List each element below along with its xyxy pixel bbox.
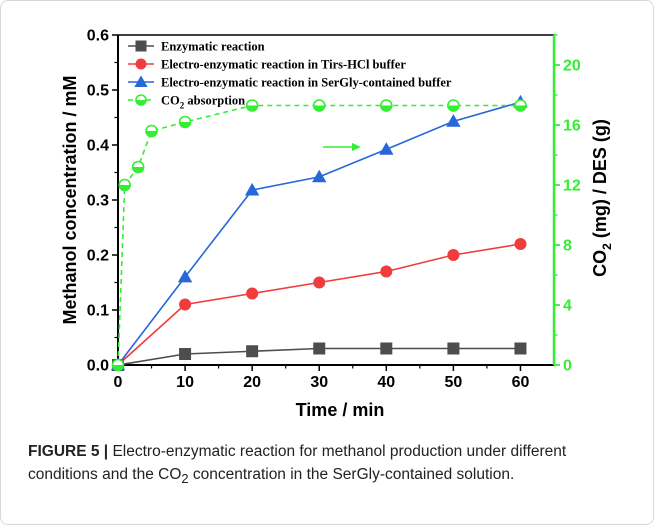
marker-fill — [132, 167, 144, 173]
y2-title-main: CO — [590, 250, 610, 277]
legend-marker-2 — [135, 58, 147, 70]
legend-marker-1 — [135, 40, 147, 52]
data-point-s1 — [447, 342, 460, 355]
legend-label-1: Enzymatic reaction — [161, 40, 265, 54]
marker-fill — [179, 122, 191, 128]
ticks: 0 10 20 30 40 50 60 0.0 0.1 0.2 0.3 0.4 0.5 0.6 0 4 8 12 1… — [87, 28, 581, 392]
data-point-s2 — [246, 287, 259, 300]
data-point-s2 — [380, 265, 393, 278]
x-tick-label: 0 — [114, 374, 123, 391]
data-point-s1 — [514, 342, 527, 355]
y-tick-label: 0.2 — [87, 248, 109, 265]
series-line-4 — [117, 104, 521, 366]
y2-axis-title: CO2 (mg) / DES (g) — [590, 119, 614, 277]
data-point-s2 — [447, 249, 460, 261]
x-tick-label: 40 — [377, 374, 395, 391]
marker-fill — [313, 105, 325, 111]
y-tick-label: 0.4 — [87, 138, 109, 155]
y-tick-label: 0.1 — [87, 303, 109, 320]
data-point-s2 — [179, 298, 192, 311]
data-point-s4 — [514, 99, 527, 112]
data-point-s1 — [179, 348, 192, 360]
legend-label-4: CO2 absorption — [161, 94, 245, 111]
x-tick-label: 30 — [310, 374, 328, 391]
data-point-s4 — [118, 178, 132, 192]
data-point-s3 — [379, 142, 394, 155]
caption-text-2: concentration in the SerGly-contained so… — [188, 466, 515, 483]
series-group — [110, 94, 528, 372]
y2-tick-label: 0 — [563, 358, 572, 375]
marker-fill — [146, 131, 158, 137]
data-point-s1 — [380, 342, 393, 355]
y2-tick-label: 16 — [563, 118, 581, 135]
series-line-3 — [117, 101, 521, 366]
legend-label-sub: 2 — [180, 101, 185, 111]
y2-title-sub: 2 — [600, 243, 614, 250]
marker-fill — [380, 105, 392, 111]
y-tick-label: 0.0 — [87, 358, 109, 375]
data-point-s3 — [244, 182, 260, 196]
y-tick-label: 0.5 — [87, 83, 109, 100]
y-tick-label: 0.6 — [87, 28, 109, 45]
data-point-s4 — [380, 99, 393, 112]
data-point-s3 — [446, 114, 461, 127]
data-point-s3 — [177, 269, 193, 283]
marker-fill — [447, 105, 459, 111]
data-point-s2 — [514, 238, 527, 250]
caption-sub: 2 — [181, 471, 189, 487]
marker-fill — [136, 100, 146, 105]
caption-text-1: Electro-enzymatic reaction for methanol … — [28, 443, 567, 483]
y2-title-rest: (mg) / DES (g) — [590, 119, 610, 243]
legend-label-3: Electro-enzymatic reaction in SerGly-con… — [161, 76, 452, 90]
marker-fill — [119, 185, 131, 191]
marker-fill — [514, 105, 526, 111]
marker-fill — [112, 365, 124, 371]
chart: 0 10 20 30 40 50 60 0.0 0.1 0.2 0.3 0.4 0.5 0.6 0 4 8 12 1… — [60, 28, 614, 421]
data-point-s1 — [313, 342, 326, 355]
data-point-s4 — [145, 124, 158, 138]
legend-marker-4 — [135, 94, 147, 106]
y2-tick-label: 8 — [563, 238, 572, 255]
legend-label-rest: absorption — [184, 94, 245, 108]
legend-label-main: CO — [161, 94, 180, 108]
legend-label-2: Electro-enzymatic reaction in Tirs-HCl b… — [161, 58, 406, 72]
y2-tick-label: 20 — [563, 58, 581, 75]
y-tick-label: 0.3 — [87, 193, 109, 210]
x-tick-label: 60 — [512, 374, 530, 391]
data-point-s4 — [312, 99, 326, 112]
caption-label: FIGURE 5 | — [28, 443, 109, 460]
data-point-s4 — [245, 99, 259, 112]
axis-arrow-head — [352, 143, 361, 151]
x-tick-label: 20 — [243, 374, 261, 391]
data-point-s2 — [313, 276, 326, 289]
data-point-s4 — [131, 160, 145, 174]
legend: Enzymatic reaction Electro-enzymatic reac… — [128, 40, 452, 111]
data-point-s4 — [111, 358, 125, 372]
marker-fill — [246, 105, 258, 111]
x-tick-label: 50 — [444, 374, 462, 391]
legend-marker-3 — [134, 75, 148, 87]
data-point-s4 — [178, 115, 192, 129]
data-point-s1 — [246, 345, 259, 358]
x-tick-label: 10 — [176, 374, 194, 391]
y-axis-title: Methanol concentration / mM — [60, 75, 80, 324]
y2-tick-label: 12 — [563, 178, 581, 195]
y2-tick-label: 4 — [563, 298, 572, 315]
data-point-s3 — [312, 169, 327, 183]
data-point-s4 — [447, 99, 460, 112]
x-axis-title: Time / min — [296, 400, 385, 420]
figure-caption: FIGURE 5 | Electro-enzymatic reaction fo… — [28, 440, 633, 490]
